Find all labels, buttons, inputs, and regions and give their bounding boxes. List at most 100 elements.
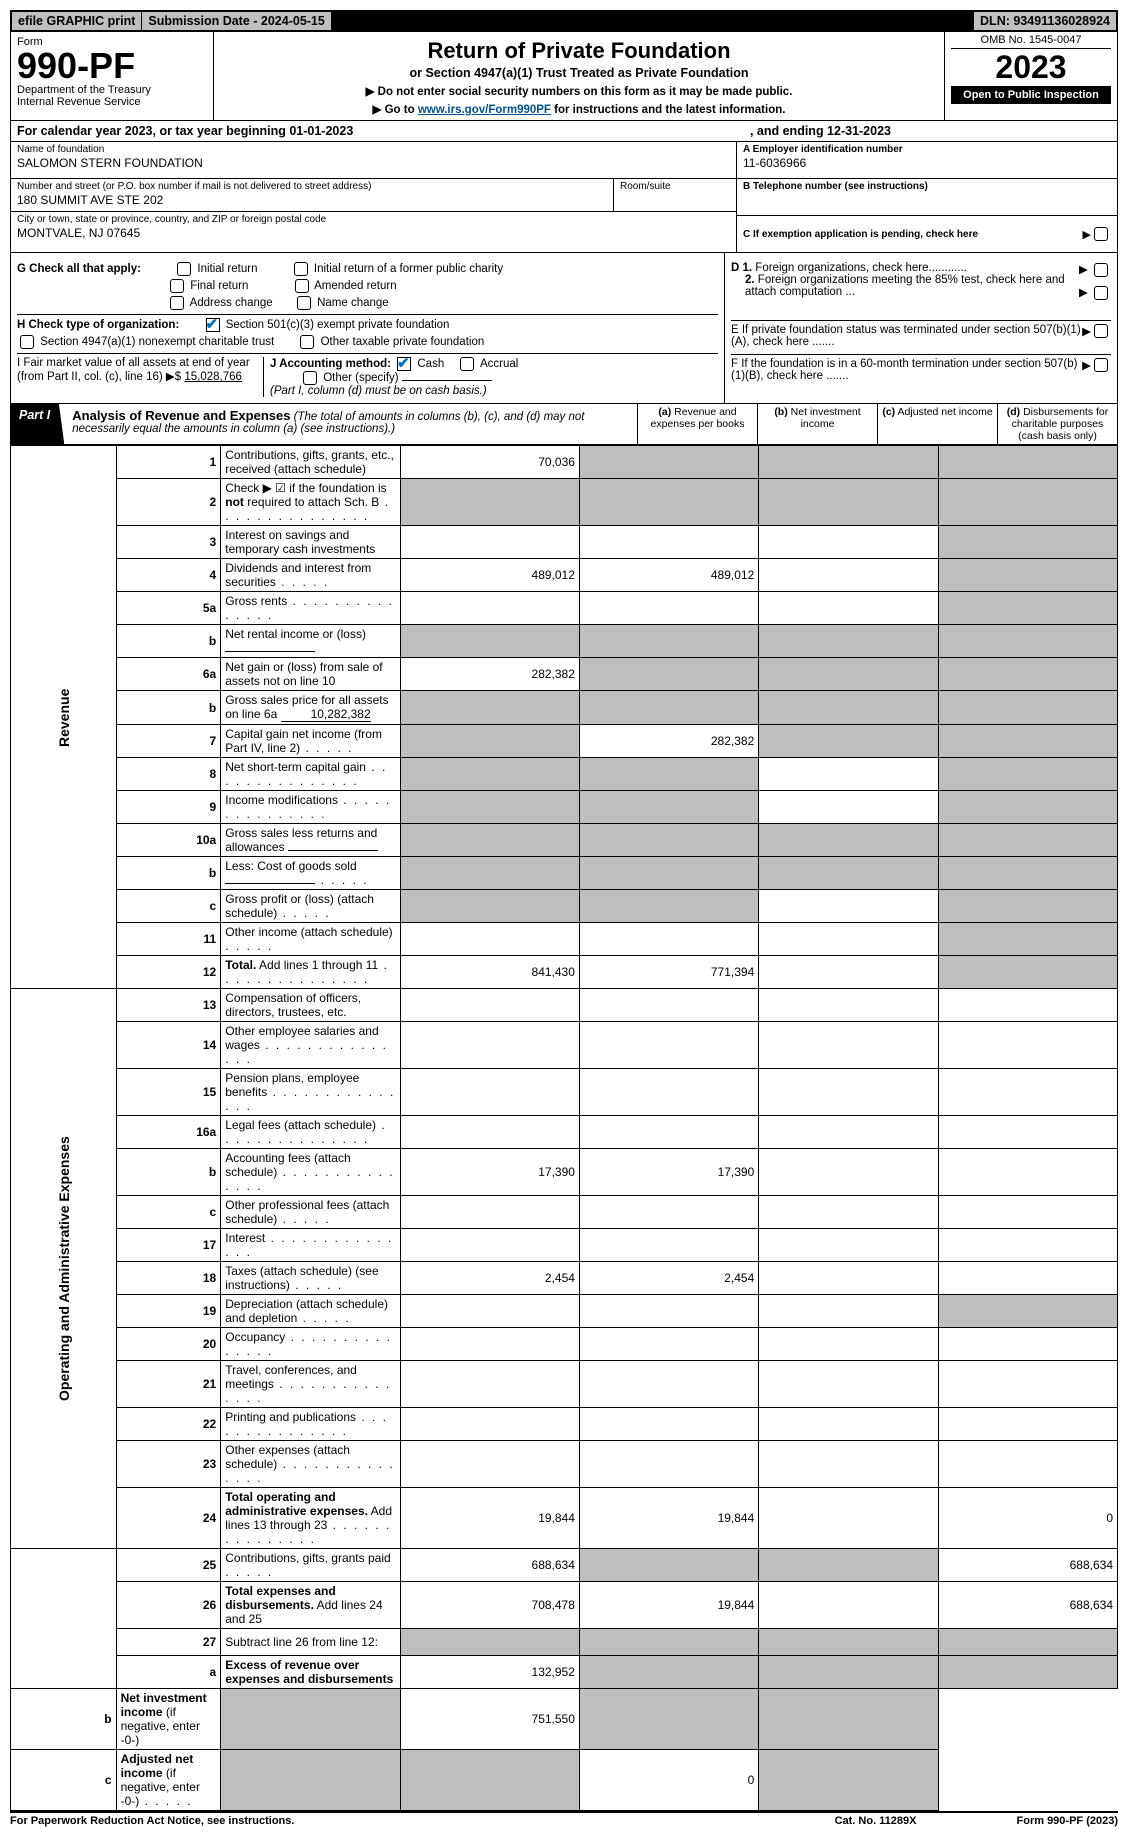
j-other-checkbox[interactable] <box>303 371 317 385</box>
cell-value <box>938 1408 1117 1441</box>
cell-value <box>579 890 758 923</box>
cell-value: 751,550 <box>400 1689 579 1750</box>
entity-left: Name of foundation SALOMON STERN FOUNDAT… <box>11 142 736 252</box>
cell-value <box>759 824 938 857</box>
line-number: 26 <box>116 1582 221 1629</box>
suite-label: Room/suite <box>620 181 730 192</box>
j-cash-checkbox[interactable] <box>397 357 411 371</box>
cell-value: 17,390 <box>579 1149 758 1196</box>
c-checkbox[interactable] <box>1094 227 1108 241</box>
g-name-checkbox[interactable] <box>297 296 311 310</box>
g-final-checkbox[interactable] <box>170 279 184 293</box>
cell-value <box>400 923 579 956</box>
cell-value <box>759 956 938 989</box>
cell-value <box>938 1022 1117 1069</box>
cell-value <box>938 1295 1117 1328</box>
line-description: Interest <box>221 1229 400 1262</box>
cell-value <box>579 1629 758 1656</box>
h-row2: Section 4947(a)(1) nonexempt charitable … <box>17 335 718 354</box>
omb-label: OMB No. 1545-0047 <box>951 34 1111 49</box>
h-4947-checkbox[interactable] <box>20 335 34 349</box>
d2-checkbox[interactable] <box>1094 286 1108 300</box>
inst2-post: for instructions and the latest informat… <box>551 104 786 116</box>
cell-value <box>579 791 758 824</box>
d1-checkbox[interactable] <box>1094 263 1108 277</box>
table-row: 3Interest on savings and temporary cash … <box>11 526 1118 559</box>
cell-value <box>579 1408 758 1441</box>
line-number: 19 <box>116 1295 221 1328</box>
cell-value <box>938 956 1117 989</box>
line-description: Gross profit or (loss) (attach schedule) <box>221 890 400 923</box>
tel-label: B Telephone number (see instructions) <box>743 181 1111 192</box>
line-description: Net rental income or (loss) <box>221 625 400 658</box>
line-number: 5a <box>116 592 221 625</box>
cell-value <box>759 625 938 658</box>
cell-value <box>938 1656 1117 1689</box>
g-opt-5: Name change <box>317 297 389 309</box>
irs-link[interactable]: www.irs.gov/Form990PF <box>418 104 551 116</box>
j-note: (Part I, column (d) must be on cash basi… <box>270 385 718 397</box>
city-value: MONTVALE, NJ 07645 <box>17 225 730 240</box>
cell-value <box>579 592 758 625</box>
expenses-label: Operating and Administrative Expenses <box>11 989 117 1549</box>
cell-value <box>400 1408 579 1441</box>
g-opt-1: Initial return of a former public charit… <box>314 263 503 275</box>
ein-label: A Employer identification number <box>743 144 1111 155</box>
g-amended-checkbox[interactable] <box>295 279 309 293</box>
line-description: Other expenses (attach schedule) <box>221 1441 400 1488</box>
h-other-checkbox[interactable] <box>300 335 314 349</box>
cell-value <box>579 1022 758 1069</box>
g-initial-former-checkbox[interactable] <box>294 262 308 276</box>
ein-row: A Employer identification number 11-6036… <box>737 142 1117 179</box>
cell-value <box>579 758 758 791</box>
line-number: 11 <box>116 923 221 956</box>
table-row: bNet investment income (if negative, ent… <box>11 1689 1118 1750</box>
table-row: 7Capital gain net income (from Part IV, … <box>11 725 1118 758</box>
cell-value: 70,036 <box>400 446 579 479</box>
line-description: Capital gain net income (from Part IV, l… <box>221 725 400 758</box>
line-number: 12 <box>116 956 221 989</box>
cell-value <box>579 989 758 1022</box>
addr-label: Number and street (or P.O. box number if… <box>17 181 607 192</box>
h-opt-3: Other taxable private foundation <box>321 336 485 348</box>
cell-value <box>938 1361 1117 1408</box>
street-address: 180 SUMMIT AVE STE 202 <box>17 192 607 207</box>
cell-value <box>579 691 758 725</box>
cell-value: 282,382 <box>400 658 579 691</box>
line-description: Printing and publications <box>221 1408 400 1441</box>
line-number: 13 <box>116 989 221 1022</box>
cell-value <box>400 857 579 890</box>
cal-a: For calendar year 2023, or tax year begi… <box>17 124 353 138</box>
cell-value <box>759 1149 938 1196</box>
line-number: 16a <box>116 1116 221 1149</box>
cell-value <box>938 1441 1117 1488</box>
line-description: Adjusted net income (if negative, enter … <box>116 1750 221 1811</box>
line-number: b <box>11 1689 117 1750</box>
table-row: 18Taxes (attach schedule) (see instructi… <box>11 1262 1118 1295</box>
f-checkbox[interactable] <box>1094 358 1108 372</box>
j-accrual-checkbox[interactable] <box>460 357 474 371</box>
g-address-checkbox[interactable] <box>170 296 184 310</box>
cell-value: 2,454 <box>579 1262 758 1295</box>
line-number: b <box>116 1149 221 1196</box>
cell-value: 841,430 <box>400 956 579 989</box>
table-row: 24Total operating and administrative exp… <box>11 1488 1118 1549</box>
cell-value <box>759 1656 938 1689</box>
h-501c3-checkbox[interactable] <box>206 318 220 332</box>
cell-value: 19,844 <box>579 1488 758 1549</box>
d2-text: Foreign organizations meeting the 85% te… <box>745 274 1065 298</box>
i-block: I Fair market value of all assets at end… <box>17 357 264 397</box>
arrow-icon: ▶ <box>1079 262 1088 276</box>
g-initial-checkbox[interactable] <box>177 262 191 276</box>
cell-value <box>400 1328 579 1361</box>
e-checkbox[interactable] <box>1094 324 1108 338</box>
table-row: 4Dividends and interest from securities4… <box>11 559 1118 592</box>
line-number: 7 <box>116 725 221 758</box>
col-b-header: (b) Net investment income <box>757 404 877 444</box>
cell-value: 0 <box>579 1750 758 1811</box>
g-row3: Address change Name change <box>17 296 718 315</box>
cell-value <box>938 1149 1117 1196</box>
cell-value <box>400 1361 579 1408</box>
table-row: 14Other employee salaries and wages <box>11 1022 1118 1069</box>
efile-label[interactable]: efile GRAPHIC print <box>12 12 142 30</box>
